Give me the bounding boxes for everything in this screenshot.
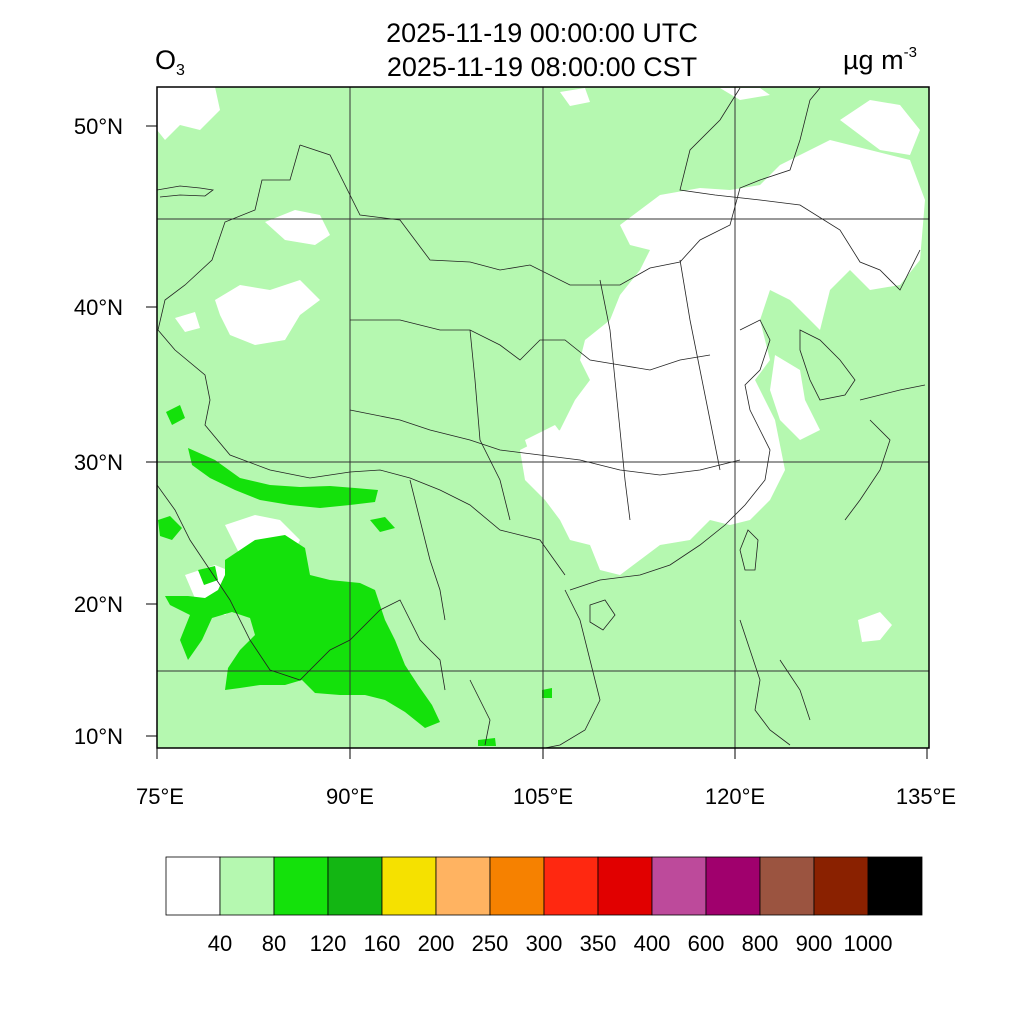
coast-philippines: [739, 619, 811, 746]
border-provinces-3: [469, 329, 511, 521]
graticule: [157, 87, 929, 748]
colorbar-swatch: [219, 856, 275, 916]
border-provinces-1: [350, 319, 711, 371]
border-myanmar: [409, 479, 446, 621]
white-area-north-strip: [720, 88, 770, 100]
colorbar-label: 600: [688, 931, 725, 956]
colorbar-swatch: [543, 856, 599, 916]
coast-japan: [844, 384, 926, 521]
border-provinces-2: [349, 409, 741, 476]
colorbar-swatch: [327, 856, 383, 916]
colorbar-label: 250: [472, 931, 509, 956]
white-area-south-china-2: [600, 520, 630, 555]
white-area-tarim: [215, 280, 320, 345]
lon-label-90: 90°E: [326, 784, 374, 809]
colorbar-swatch: [651, 856, 707, 916]
white-area-pacific: [858, 612, 892, 642]
colorbar-swatch: [435, 856, 491, 916]
colorbar-label: 400: [634, 931, 671, 956]
white-area-mongolia-north: [560, 88, 590, 106]
ticks: [146, 125, 928, 759]
colorbar-swatch: [813, 856, 869, 916]
field-80-120-areas: [158, 405, 552, 746]
green-area-thailand: [542, 688, 552, 698]
white-area-yellow-sea: [770, 355, 820, 440]
white-area-northeast-top: [840, 100, 920, 155]
boundaries: [157, 87, 926, 748]
colorbar-label: 300: [526, 931, 563, 956]
colorbar-swatch: [273, 856, 329, 916]
border-provinces-5: [679, 259, 721, 471]
white-area-north-china: [520, 140, 925, 575]
lon-label-105: 105°E: [513, 784, 573, 809]
lat-label-10: 10°N: [74, 724, 123, 749]
colorbar-swatch: [597, 856, 653, 916]
colorbar: [165, 856, 923, 916]
lon-label-120: 120°E: [705, 784, 765, 809]
white-area-west-small: [175, 312, 200, 332]
coast-hainan: [589, 599, 616, 631]
lat-label-50: 50°N: [74, 114, 123, 139]
title-cst: 2025-11-19 08:00:00 CST: [386, 52, 698, 82]
white-area-sichuan: [525, 425, 570, 470]
border-china-north: [299, 87, 821, 286]
lat-label-30: 30°N: [74, 450, 123, 475]
border-china-west: [157, 144, 566, 576]
colorbar-swatch: [489, 856, 545, 916]
colorbar-swatch: [381, 856, 437, 916]
colorbar-swatch: [867, 856, 923, 916]
coast-indochina: [469, 589, 601, 748]
lake-balkhash: [157, 185, 215, 198]
green-area-bay-small: [370, 517, 395, 532]
colorbar-label: 800: [742, 931, 779, 956]
white-area-south-china-1: [565, 470, 600, 505]
colorbar-swatch: [705, 856, 761, 916]
green-area-india-west: [158, 516, 182, 540]
colorbar-label: 40: [208, 931, 232, 956]
green-area-bengal: [165, 535, 440, 728]
variable-label: O3: [155, 45, 185, 79]
colorbar-swatch: [759, 856, 815, 916]
colorbar-label: 200: [418, 931, 455, 956]
coast-india: [157, 484, 446, 691]
colorbar-label: 1000: [844, 931, 893, 956]
green-band-himalaya: [188, 448, 378, 508]
map-field: [157, 87, 929, 748]
lat-label-20: 20°N: [74, 592, 123, 617]
coast-taiwan: [739, 529, 759, 571]
coast-china-east: [569, 319, 771, 591]
lat-label-40: 40°N: [74, 295, 123, 320]
coast-korea: [799, 329, 856, 401]
title-utc: 2025-11-19 00:00:00 UTC: [386, 18, 698, 48]
colorbar-label: 900: [796, 931, 833, 956]
white-area-northwest: [157, 87, 220, 140]
unit-label: µg m-3: [843, 44, 917, 75]
colorbar-label: 120: [310, 931, 347, 956]
green-area-malay: [478, 738, 496, 746]
green-area-tibet-west: [166, 405, 185, 425]
colorbar-label: 80: [262, 931, 286, 956]
border-provinces-4: [599, 279, 631, 521]
colorbar-labels: 40 80 120 160 200 250 300 350 400 600 800 900 1000: [208, 931, 893, 956]
green-area-india-south: [198, 566, 218, 585]
colorbar-swatch: [165, 856, 221, 916]
lon-label-135: 135°E: [896, 784, 956, 809]
colorbar-label: 160: [364, 931, 401, 956]
border-northeast: [679, 87, 921, 291]
lon-label-75: 75°E: [136, 784, 184, 809]
colorbar-label: 350: [580, 931, 617, 956]
